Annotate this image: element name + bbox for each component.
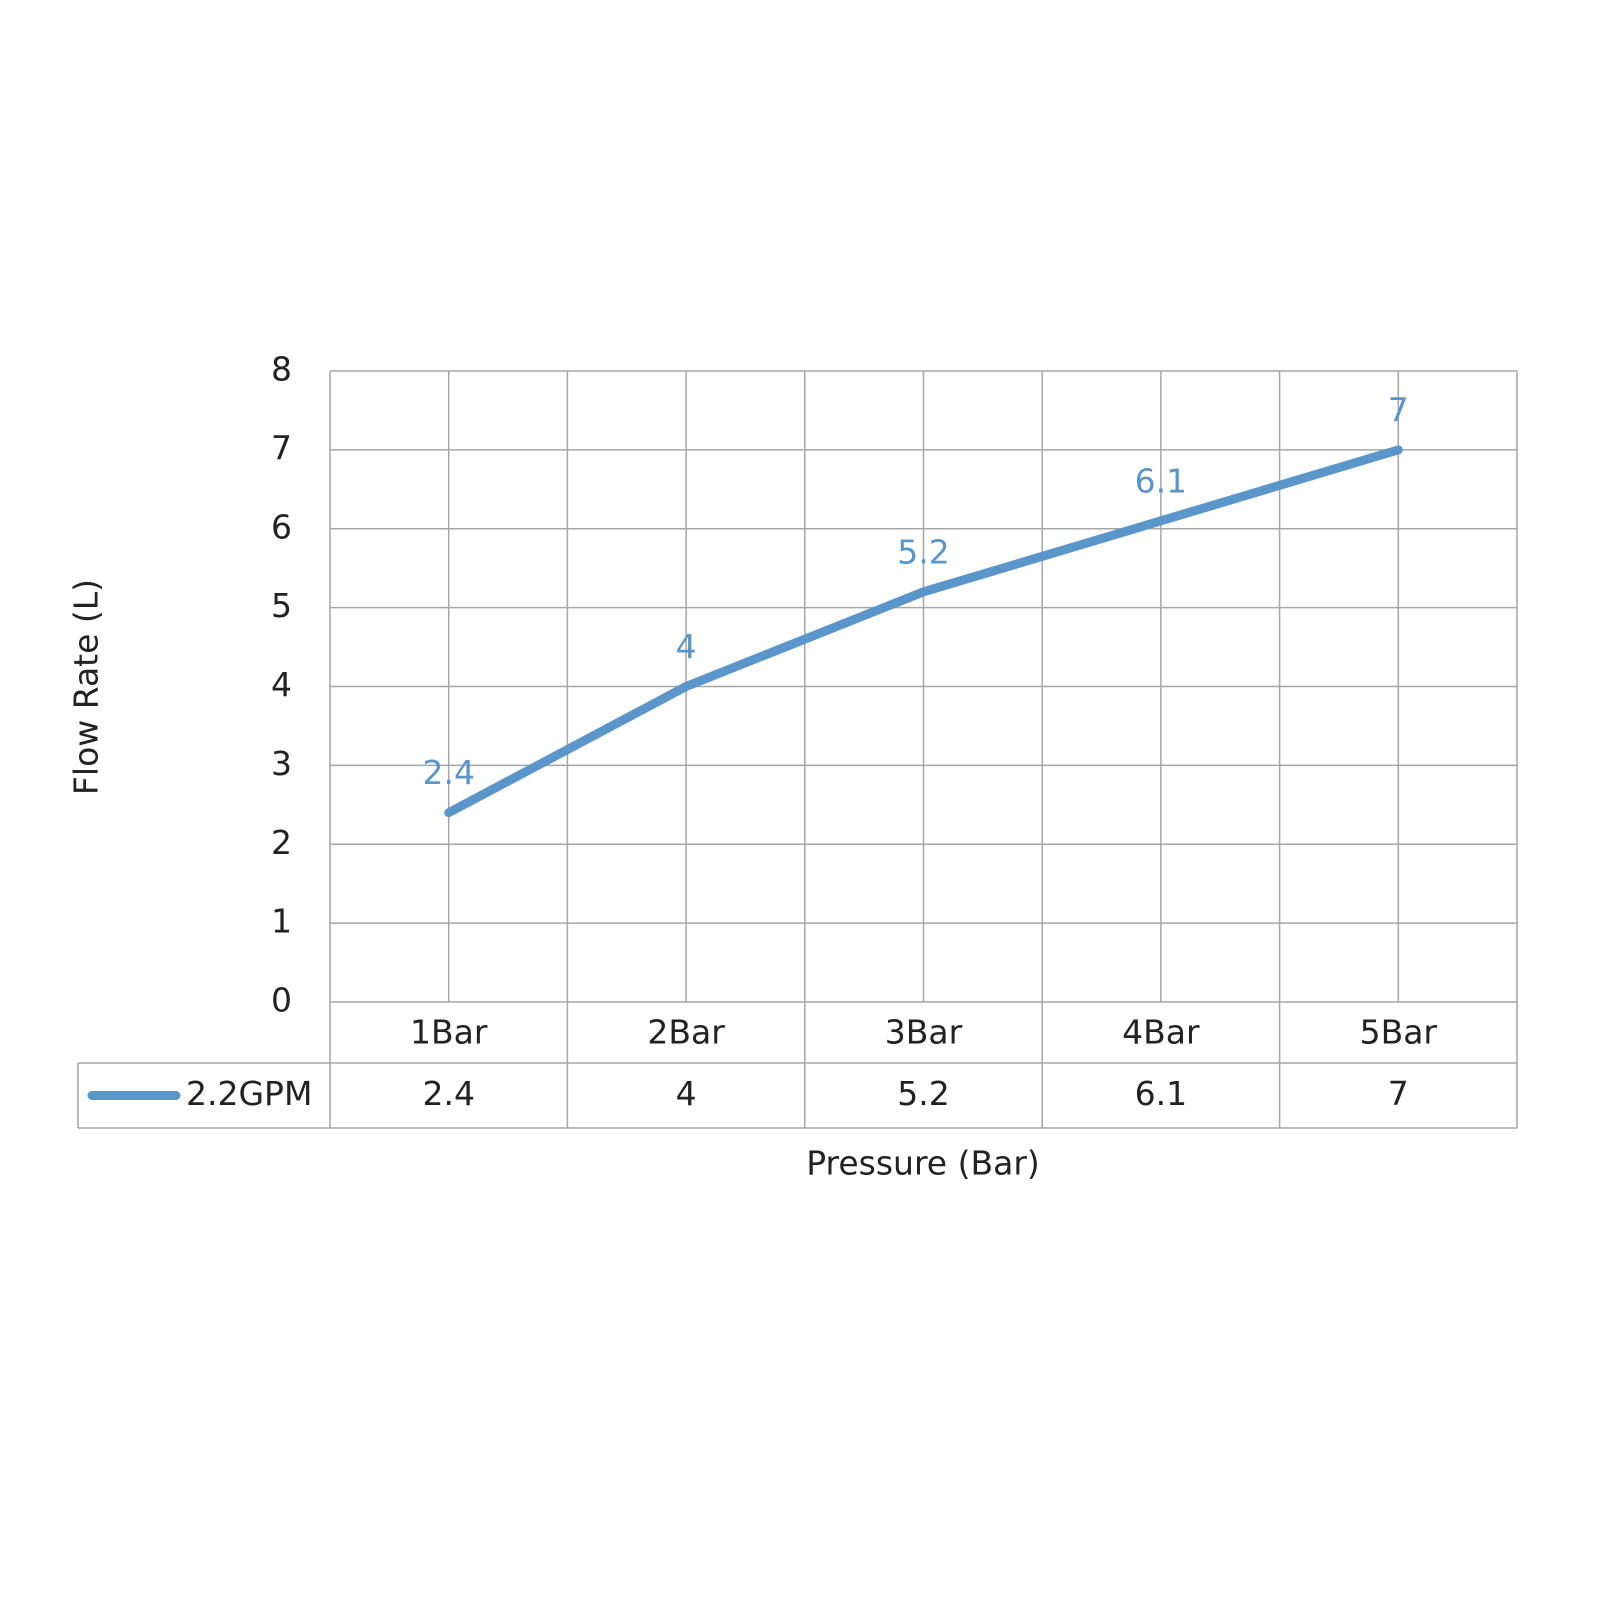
data-label: 5.2: [897, 532, 949, 571]
y-tick-label: 8: [271, 350, 292, 389]
y-tick-label: 1: [271, 902, 292, 941]
y-tick-label: 2: [271, 823, 292, 862]
y-tick-label: 4: [271, 665, 292, 704]
data-label: 6.1: [1135, 461, 1187, 500]
table-value: 4: [676, 1074, 697, 1113]
data-label: 7: [1388, 390, 1409, 429]
table-value: 6.1: [1135, 1074, 1187, 1113]
series-line: [444, 445, 1403, 818]
table-value: 2.4: [422, 1074, 474, 1113]
x-axis-title: Pressure (Bar): [806, 1144, 1040, 1183]
x-tick-label: 4Bar: [1122, 1013, 1200, 1052]
x-tick-label: 2Bar: [647, 1013, 725, 1052]
table-value: 7: [1388, 1074, 1409, 1113]
x-tick-label: 1Bar: [410, 1013, 488, 1052]
legend-label: 2.2GPM: [186, 1074, 312, 1113]
y-tick-label: 0: [271, 981, 292, 1020]
data-label: 4: [676, 627, 697, 666]
y-axis-title: Flow Rate (L): [67, 579, 106, 795]
data-label: 2.4: [422, 753, 474, 792]
table-value: 5.2: [897, 1074, 949, 1113]
y-tick-label: 3: [271, 744, 292, 783]
y-tick-label: 7: [271, 428, 292, 467]
y-tick-label: 5: [271, 586, 292, 625]
y-tick-label: 6: [271, 507, 292, 546]
x-tick-label: 3Bar: [885, 1013, 963, 1052]
x-tick-label: 5Bar: [1360, 1013, 1438, 1052]
